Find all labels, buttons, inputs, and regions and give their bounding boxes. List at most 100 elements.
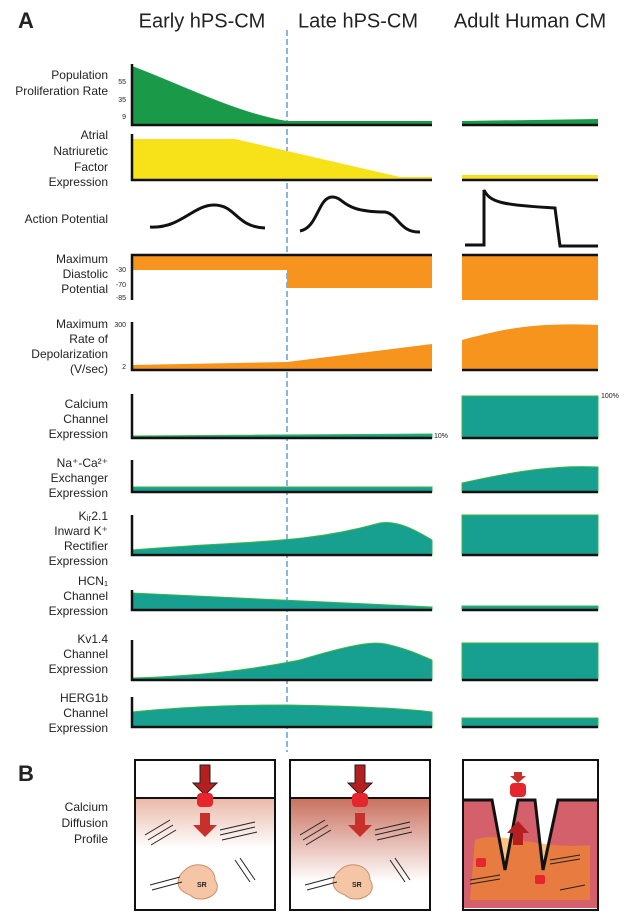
sr-label: SR [352,882,362,889]
area [461,395,599,439]
note: 100% [601,393,619,400]
area [462,119,598,125]
area [461,466,599,493]
t-tubule-membrane [464,798,597,871]
myofibrils [469,854,586,891]
area [132,139,432,180]
row-label: HCN₁ [78,574,108,588]
panel-b: B Calcium Diffusion Profile SR SR [18,759,599,911]
area [461,514,599,556]
row-label: (V/sec) [70,362,108,376]
row-label: Channel [63,706,108,720]
row-label: Kv1.4 [77,632,108,646]
panel-a: A Early hPS-CM Late hPS-CM Adult Human C… [15,8,619,752]
channel [352,793,368,807]
axis [130,322,598,372]
axis [130,64,598,127]
row-label: Diffusion [62,816,108,830]
row-label: Na⁺-Ca²⁺ [57,456,108,470]
row-label: Rate of [69,332,108,346]
row-label: Natriuretic [53,144,108,158]
note: 10% [434,433,448,440]
sr [177,864,218,900]
row-label: Rectifier [64,539,108,553]
action-potential [149,203,266,230]
row-label: Exchanger [51,471,108,485]
row-label: Proliferation Rate [15,84,108,98]
cell-box [134,759,276,911]
row-label: Potential [61,282,108,296]
channel [197,793,213,807]
tick-label: 2 [122,364,126,371]
tick-label: -85 [116,295,126,302]
sr [470,837,590,900]
area [131,522,433,556]
row-label: Factor [74,160,108,174]
area [131,642,433,681]
row-label: Calcium [65,800,108,814]
area [461,642,599,681]
cell-box [289,759,431,911]
row-label: Action Potential [25,212,108,226]
row-label: Channel [63,412,108,426]
tick-label: 300 [114,322,126,329]
channel [476,858,486,867]
row-label: Channel [63,647,108,661]
row-label: Depolarization [31,347,108,361]
arrow [348,813,372,837]
axis [130,394,598,440]
area [132,255,287,270]
axis [130,515,598,557]
row-label: HERG1b [60,691,108,705]
row-label: Expression [49,604,108,618]
arrow [507,821,529,845]
action-potential [299,195,421,234]
tick-label: 35 [118,97,126,104]
area [132,66,432,125]
row-label: Expression [49,175,108,189]
area [287,255,432,288]
arrow [346,764,374,796]
row-label: Expression [49,427,108,441]
channel [535,875,545,884]
cell-box [462,759,599,911]
myofibrils [144,819,258,891]
panel-letter: A [18,8,34,33]
myofibrils [299,819,413,891]
row-label: Maximum [56,252,108,266]
area [461,717,599,728]
area [132,344,432,370]
row-label: Atrial [81,128,108,142]
tick-label: -70 [116,282,126,289]
action-potential [465,189,598,248]
row-label: Kᵢᵣ2.1 [79,509,109,523]
sr-label: SR [197,882,207,889]
axis [130,460,598,494]
area [131,704,433,728]
axis [130,253,598,300]
arrow [510,772,526,783]
column-header: Adult Human CM [454,10,606,32]
axis [130,697,598,729]
row-label: Maximum [56,317,108,331]
area [131,592,433,611]
row-label: Diastolic [63,267,108,281]
area [462,324,598,370]
area [462,175,598,180]
column-header: Late hPS-CM [298,10,418,32]
area [462,255,598,300]
sr [332,864,373,900]
row-label: Inward K⁺ [54,524,108,538]
channel [510,783,526,797]
row-label: Profile [74,832,108,846]
axis [130,590,598,612]
axis [130,640,598,682]
arrow [193,813,217,837]
row-label: Channel [63,589,108,603]
column-header: Early hPS-CM [139,10,266,32]
row-label: Expression [49,554,108,568]
axis [130,134,598,182]
row-label: Population [51,68,108,82]
tick-label: 9 [122,114,126,121]
